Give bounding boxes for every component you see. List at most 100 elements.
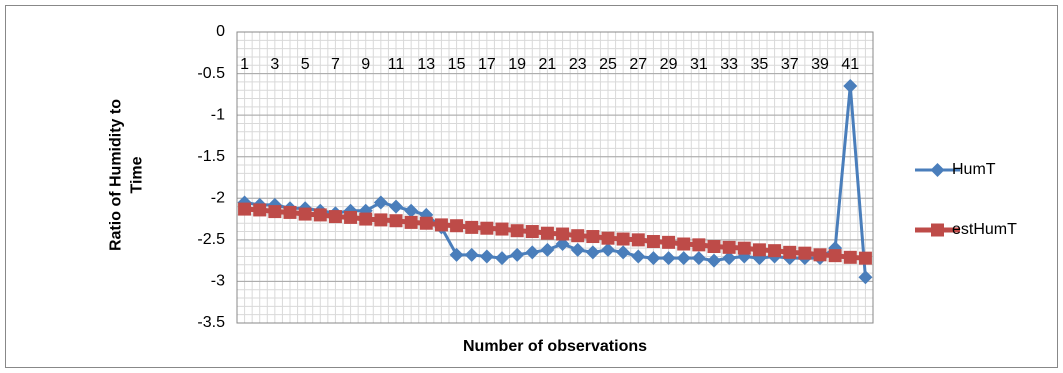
marker xyxy=(585,245,600,260)
marker xyxy=(858,251,872,265)
marker xyxy=(253,203,267,217)
y-tick-label: -3.5 xyxy=(197,314,225,331)
marker xyxy=(813,248,827,262)
marker xyxy=(752,243,766,257)
legend-label: HumT xyxy=(952,161,996,178)
y-tick-label: -1.5 xyxy=(197,148,225,165)
marker xyxy=(419,216,433,230)
marker xyxy=(571,229,585,243)
marker xyxy=(373,195,388,210)
marker xyxy=(631,249,646,264)
marker xyxy=(843,79,858,94)
x-tick-label: 19 xyxy=(508,56,526,73)
x-tick-label: 9 xyxy=(361,56,370,73)
marker xyxy=(283,205,297,219)
marker xyxy=(722,240,736,254)
marker xyxy=(570,242,585,257)
marker xyxy=(359,212,373,226)
marker xyxy=(389,199,403,214)
marker xyxy=(707,240,721,254)
marker xyxy=(450,219,464,233)
x-tick-label: 11 xyxy=(388,56,405,73)
marker xyxy=(313,208,327,222)
marker xyxy=(601,242,615,257)
marker xyxy=(843,250,857,264)
x-tick-label: 27 xyxy=(629,56,647,73)
x-tick-label: 13 xyxy=(417,56,435,73)
marker xyxy=(525,245,540,260)
x-tick-label: 5 xyxy=(301,56,310,73)
marker xyxy=(722,251,737,266)
marker xyxy=(661,251,676,266)
marker xyxy=(464,247,479,262)
marker xyxy=(676,251,691,266)
y-tick-label: -2.5 xyxy=(197,231,225,248)
x-tick-label: 33 xyxy=(720,56,738,73)
marker xyxy=(828,249,842,263)
x-tick-label: 25 xyxy=(599,56,617,73)
marker xyxy=(646,235,660,249)
x-tick-label: 7 xyxy=(331,56,340,73)
marker xyxy=(374,213,388,227)
marker xyxy=(389,214,403,228)
x-tick-label: 37 xyxy=(781,56,799,73)
marker xyxy=(646,251,661,266)
x-tick-label: 31 xyxy=(690,56,708,73)
marker xyxy=(691,251,706,266)
x-axis-title: Number of observations xyxy=(463,338,647,355)
x-tick-label: 3 xyxy=(270,56,279,73)
x-tick-label: 23 xyxy=(569,56,587,73)
marker xyxy=(238,202,252,216)
marker xyxy=(434,218,448,232)
x-tick-label: 41 xyxy=(841,56,859,73)
marker xyxy=(540,226,554,240)
marker xyxy=(479,249,494,264)
x-tick-label: 35 xyxy=(751,56,769,73)
marker xyxy=(328,210,342,224)
marker xyxy=(404,215,418,229)
marker xyxy=(556,227,570,241)
plot-border xyxy=(236,31,874,324)
y-tick-label: -0.5 xyxy=(197,65,225,82)
marker xyxy=(525,225,539,239)
marker xyxy=(495,222,509,236)
marker xyxy=(510,247,525,262)
marker xyxy=(798,246,812,260)
x-tick-label: 21 xyxy=(539,56,557,73)
marker xyxy=(404,203,419,218)
marker xyxy=(601,231,615,245)
marker xyxy=(616,245,631,260)
x-tick-label: 1 xyxy=(240,56,249,73)
y-tick-label: 0 xyxy=(216,23,225,40)
legend-marker xyxy=(931,223,944,237)
marker xyxy=(677,237,691,251)
marker xyxy=(480,221,494,235)
legend-label: estHumT xyxy=(952,221,1017,238)
marker xyxy=(662,235,676,249)
marker xyxy=(631,233,645,247)
marker xyxy=(692,238,706,252)
x-tick-label: 39 xyxy=(811,56,829,73)
marker xyxy=(858,270,873,285)
x-tick-label: 17 xyxy=(478,56,496,73)
marker xyxy=(344,210,358,224)
y-tick-label: -2 xyxy=(211,190,225,207)
marker xyxy=(768,244,782,258)
marker xyxy=(707,253,721,268)
y-tick-label: -1 xyxy=(211,106,225,123)
chart-border xyxy=(5,5,1058,368)
y-tick-label: -3 xyxy=(211,273,225,290)
marker xyxy=(737,241,751,255)
marker xyxy=(298,207,312,221)
marker xyxy=(616,232,630,246)
marker xyxy=(540,242,555,257)
x-tick-label: 29 xyxy=(660,56,678,73)
marker xyxy=(586,230,600,244)
marker xyxy=(495,251,509,266)
y-axis-title: Ratio of Humidity to Time xyxy=(107,99,146,251)
x-tick-label: 15 xyxy=(448,56,466,73)
marker xyxy=(510,224,524,238)
legend-marker xyxy=(930,163,945,177)
